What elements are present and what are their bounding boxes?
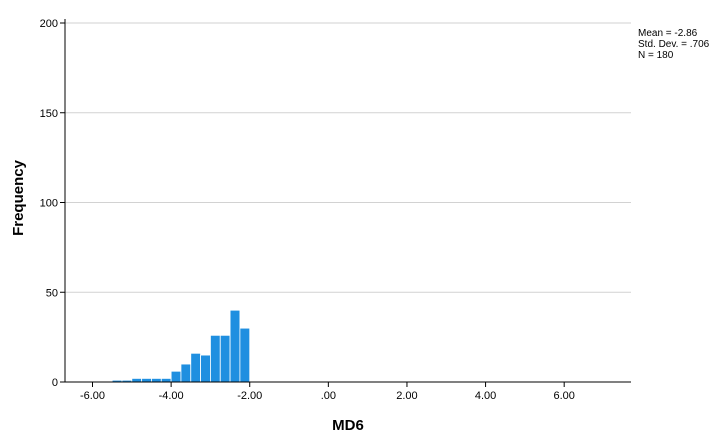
x-tick-label: 2.00 [396,390,417,402]
histogram-bar [229,309,241,383]
histogram-bar [131,378,143,383]
histogram-bar [219,334,231,383]
axes [64,19,631,383]
histogram-bar [151,378,162,383]
histogram-bar [200,354,211,383]
histogram-bar [210,334,221,383]
y-ticks: 0 50 100 150 200 [40,18,65,389]
histogram-bars [111,309,251,383]
histogram-bar [190,352,202,383]
x-axis-label: MD6 [332,417,364,434]
x-tick-label: 4.00 [475,390,496,402]
x-tick-label: -4.00 [159,390,184,402]
std-dev-stat: Std. Dev. = .706 [638,39,710,50]
y-tick-label: 150 [40,108,58,120]
histogram-bar [170,370,182,383]
mean-stat: Mean = -2.86 [638,28,698,39]
y-tick-label: 200 [40,18,58,30]
x-tick-label: -2.00 [237,390,262,402]
histogram-bar [239,327,251,383]
x-tick-label: -6.00 [80,390,105,402]
y-tick-label: 0 [52,377,58,389]
x-tick-label: .00 [321,390,336,402]
histogram-bar [180,363,192,383]
summary-statistics: Mean = -2.86 Std. Dev. = .706 N = 180 [638,28,709,61]
x-ticks: -6.00 -4.00 -2.00 .00 2.00 4.00 6.00 [80,382,575,402]
n-stat: N = 180 [638,50,674,61]
y-tick-label: 50 [46,287,58,299]
y-tick-label: 100 [40,198,58,210]
histogram-bar [160,378,172,383]
x-tick-label: 6.00 [553,390,574,402]
y-axis-label: Frequency [10,159,27,236]
gridlines [65,22,631,293]
histogram-bar [141,378,152,383]
